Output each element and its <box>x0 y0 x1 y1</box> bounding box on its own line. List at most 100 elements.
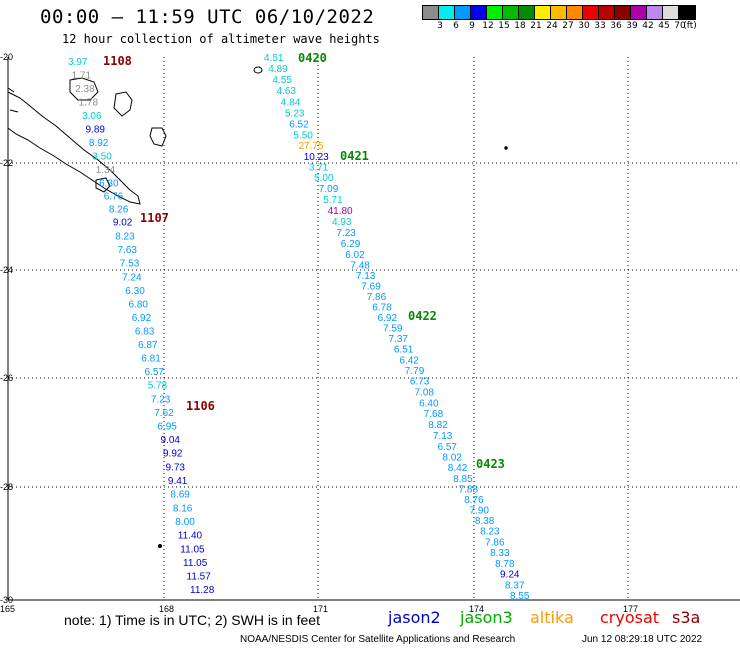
satellite-name-cryosat: cryosat <box>600 608 660 627</box>
pass-time-label: 0421 <box>340 149 369 163</box>
west-track-observations: 3.97 1.71 2.38 1.78 3.06 9.89 8.92 3.50 1.34 6.30… <box>68 57 215 596</box>
page-title: 00:00 – 11:59 UTC 06/10/2022 <box>40 6 375 28</box>
footer-note: note: 1) Time is in UTC; 2) SWH is in fe… <box>64 612 320 628</box>
wave-height-value: 8.38 <box>475 516 495 527</box>
wave-height-value: 9.73 <box>166 462 186 473</box>
legend-label: 12 <box>482 21 494 31</box>
wave-height-value: 7.86 <box>367 292 387 303</box>
x-tick-label: 177 <box>623 604 638 614</box>
pass-time-labels: 1108 1107 1106 0420 0421 0422 0423 <box>103 51 505 471</box>
legend-label: 9 <box>469 21 475 31</box>
page-subtitle: 12 hour collection of altimeter wave hei… <box>62 32 380 46</box>
wave-height-value: 6.02 <box>345 250 365 261</box>
wave-height-value: 6.95 <box>157 421 177 432</box>
wave-height-value: 4.63 <box>277 86 297 97</box>
legend-swatch <box>615 6 631 19</box>
wave-height-value: 7.79 <box>405 366 425 377</box>
wave-height-value: 1.78 <box>79 97 99 108</box>
legend-swatch <box>439 6 455 19</box>
wave-height-value: 8.37 <box>505 580 525 591</box>
x-tick-label: 165 <box>0 604 15 614</box>
wave-height-value: 3.50 <box>92 151 112 162</box>
wave-height-value: 7.59 <box>383 324 403 335</box>
wave-height-value: 9.41 <box>168 476 188 487</box>
wave-height-value: 8.55 <box>510 591 530 602</box>
east-track-observations: 4.514.894.554.634.845.236.525.5027.7510.… <box>264 53 530 602</box>
wave-height-value: 11.57 <box>187 572 212 583</box>
legend-label: 15 <box>498 21 510 31</box>
credit-text: NOAA/NESDIS Center for Satellite Applica… <box>240 634 516 645</box>
satellite-name-altika: altika <box>530 608 574 627</box>
wave-height-value: 6.83 <box>135 327 155 338</box>
wave-height-value: 5.50 <box>293 131 313 142</box>
wave-height-value: 8.00 <box>175 517 195 528</box>
wave-height-value: 9.92 <box>163 449 183 460</box>
legend-swatch <box>487 6 503 19</box>
y-tick-label: -24 <box>0 265 13 275</box>
legend-swatches <box>422 5 696 20</box>
wave-height-value: 8.26 <box>109 204 129 215</box>
wave-height-value: 4.93 <box>332 217 352 228</box>
legend-swatch <box>583 6 599 19</box>
wave-height-value: 8.85 <box>453 474 473 485</box>
wave-height-value: 7.90 <box>470 505 490 516</box>
legend-label: 24 <box>546 21 558 31</box>
wave-height-value: 9.89 <box>86 124 106 135</box>
legend-label: 18 <box>514 21 526 31</box>
wave-height-value: 5.00 <box>314 173 334 184</box>
wave-height-value: 6.30 <box>99 178 119 189</box>
wave-height-value: 8.69 <box>170 490 190 501</box>
legend-swatch <box>679 6 695 19</box>
wave-height-value: 6.29 <box>341 239 361 250</box>
pass-time-label: 1108 <box>103 54 132 68</box>
legend-label: 42 <box>642 21 654 31</box>
color-legend: 3 6 9 12 15 18 21 24 27 30 33 36 39 42 45 70 (ft) <box>422 5 697 32</box>
legend-label: 6 <box>453 21 459 31</box>
wave-height-value: 7.88 <box>459 484 479 495</box>
wave-height-value: 7.23 <box>336 228 356 239</box>
wave-height-value: 4.84 <box>281 97 301 108</box>
wave-height-value: 8.82 <box>428 420 448 431</box>
y-tick-label: -26 <box>0 373 13 383</box>
wave-height-value: 41.80 <box>328 206 353 217</box>
y-tick-label: -20 <box>0 52 13 62</box>
y-tick-label: -28 <box>0 482 13 492</box>
wave-height-value: 7.24 <box>122 272 142 283</box>
wave-height-value: 3.97 <box>68 57 88 68</box>
wave-height-value: 6.30 <box>125 286 145 297</box>
x-tick-label: 174 <box>469 604 484 614</box>
legend-unit: (ft) <box>683 21 697 31</box>
legend-swatch <box>599 6 615 19</box>
wave-height-value: 5.78 <box>148 381 168 392</box>
wave-height-value: 7.37 <box>389 334 409 345</box>
wave-height-value: 7.63 <box>118 245 138 256</box>
wave-height-value: 6.51 <box>394 345 414 356</box>
legend-swatch <box>567 6 583 19</box>
legend-label: 33 <box>594 21 606 31</box>
legend-swatch <box>631 6 647 19</box>
wave-height-value: 7.53 <box>120 259 140 270</box>
wave-height-value: 7.13 <box>433 431 453 442</box>
legend-swatch <box>551 6 567 19</box>
pass-time-label: 1107 <box>140 211 169 225</box>
wave-height-value: 7.48 <box>350 261 370 272</box>
wave-height-value: 11.40 <box>178 531 203 542</box>
legend-label: 39 <box>626 21 638 31</box>
wave-height-value: 11.28 <box>190 585 215 596</box>
timestamp-text: Jun 12 08:29:18 UTC 2022 <box>582 634 703 645</box>
wave-height-value: 6.78 <box>372 303 392 314</box>
x-tick-label: 171 <box>313 604 328 614</box>
satellite-name-jason3: jason3 <box>460 608 513 627</box>
wave-height-value: 6.81 <box>141 354 161 365</box>
wave-height-value: 9.04 <box>161 435 181 446</box>
wave-height-value: 6.57 <box>438 442 458 453</box>
wave-height-value: 7.62 <box>154 408 174 419</box>
wave-height-value: 5.23 <box>285 108 305 119</box>
satellite-name-s3a: s3a <box>672 608 701 627</box>
wave-height-value: 7.09 <box>319 184 339 195</box>
wave-height-value: 6.52 <box>289 119 309 130</box>
wave-height-value: 6.57 <box>145 367 165 378</box>
wave-height-value: 4.89 <box>268 64 288 75</box>
wave-height-value: 8.23 <box>480 527 500 538</box>
